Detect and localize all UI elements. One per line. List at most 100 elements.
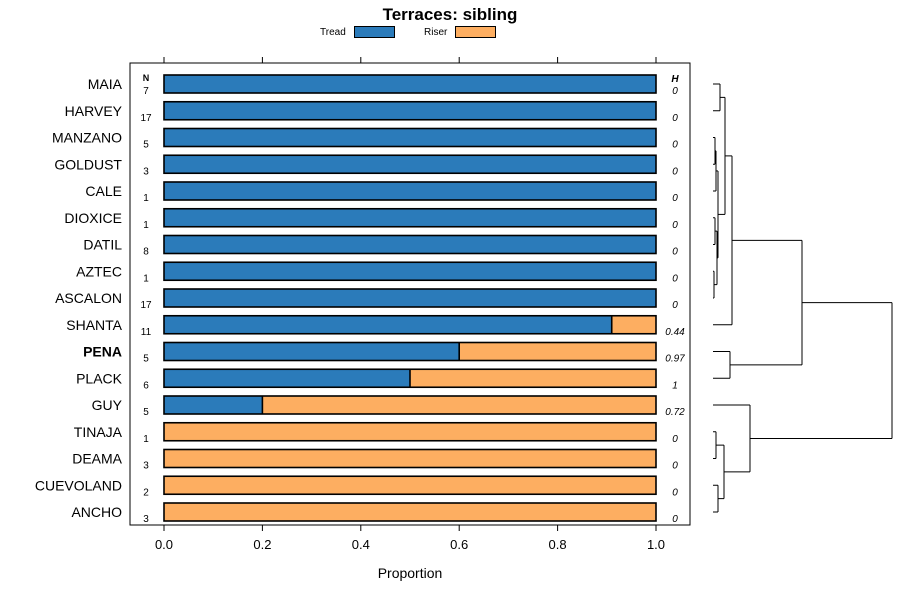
bar-outline: [163, 207, 657, 228]
category-label: SHANTA: [66, 317, 122, 333]
bar-segment-riser: [164, 422, 656, 441]
bar-outline: [163, 154, 657, 175]
n-value: 5: [143, 354, 149, 365]
category-label: MANZANO: [52, 130, 122, 146]
bar-segment-riser: [164, 476, 656, 495]
bar-segment-riser: [164, 503, 656, 521]
category-label: ASCALON: [55, 290, 122, 306]
category-label: HARVEY: [65, 103, 123, 119]
category-label: CALE: [85, 183, 122, 199]
bar-segment-riser: [459, 342, 656, 361]
n-value: 5: [143, 407, 149, 418]
bar-segment-tread: [164, 128, 656, 147]
bar-segment-tread: [164, 289, 656, 307]
x-tick-label: 0.6: [450, 537, 468, 552]
x-tick-label: 0.0: [155, 537, 173, 552]
legend-tread: Tread: [320, 26, 395, 38]
bar-segment-tread: [164, 396, 263, 414]
h-value: 0: [672, 461, 678, 472]
category-label: PENA: [83, 344, 122, 360]
h-value: 0: [672, 140, 678, 151]
bar-outline: [163, 288, 657, 308]
bar-outline: [163, 502, 657, 522]
bar-outline: [163, 234, 657, 255]
category-label: CUEVOLAND: [35, 477, 122, 493]
h-value: 0.72: [665, 407, 685, 418]
legend-label-riser: Riser: [424, 26, 448, 38]
bar-segment-tread: [164, 235, 656, 254]
bar-segment-tread: [164, 155, 656, 174]
h-value: 0: [672, 487, 678, 498]
category-label: ANCHO: [71, 504, 122, 520]
h-value: 0: [672, 247, 678, 258]
h-value: 0: [672, 220, 678, 231]
h-value: 0.97: [665, 354, 685, 365]
n-value: 17: [140, 113, 152, 124]
n-value: 5: [143, 140, 149, 151]
n-value: 2: [143, 487, 149, 498]
h-value: 0: [672, 434, 678, 445]
n-value: 11: [141, 327, 152, 338]
category-label: GUY: [92, 397, 123, 413]
h-value: 0: [672, 113, 678, 124]
category-label: DATIL: [83, 237, 122, 253]
legend-riser: Riser: [424, 26, 497, 38]
x-tick-label: 1.0: [647, 537, 665, 552]
category-label: TINAJA: [74, 424, 123, 440]
bar-segment-riser: [262, 396, 656, 414]
n-value: 3: [143, 461, 149, 472]
legend-swatch-riser: [455, 26, 497, 38]
bar-segment-tread: [164, 369, 410, 388]
x-tick-label: 0.4: [352, 537, 370, 552]
n-value: 1: [143, 220, 149, 231]
h-value: 0: [672, 514, 678, 525]
category-label: PLACK: [76, 370, 123, 386]
n-header: N: [143, 73, 150, 83]
bar-outline: [163, 341, 657, 362]
bar-segment-tread: [164, 342, 460, 361]
n-value: 3: [143, 166, 149, 177]
h-value: 1: [672, 380, 678, 391]
x-axis-label: Proportion: [378, 565, 443, 581]
n-value: 1: [143, 193, 149, 204]
category-label: DEAMA: [72, 451, 122, 467]
h-header: H: [671, 74, 679, 85]
category-label: MAIA: [88, 76, 123, 92]
category-label: DIOXICE: [64, 210, 122, 226]
x-tick-label: 0.2: [253, 537, 271, 552]
bar-outline: [163, 127, 657, 148]
h-value: 0.44: [665, 327, 685, 338]
bar-segment-riser: [410, 369, 656, 388]
h-value: 0: [672, 193, 678, 204]
plot-panel: [129, 62, 691, 526]
bar-outline: [163, 395, 657, 415]
x-tick-label: 0.8: [549, 537, 567, 552]
bar-outline: [163, 475, 657, 496]
legend-swatch-tread: [353, 26, 395, 38]
bar-outline: [163, 74, 657, 94]
bar-segment-riser: [164, 449, 656, 468]
bar-outline: [163, 448, 657, 469]
n-value: 1: [143, 273, 149, 284]
h-value: 0: [672, 86, 678, 97]
bar-outline: [163, 181, 657, 201]
bar-segment-tread: [164, 315, 612, 334]
n-value: 1: [143, 434, 149, 445]
chart-title: Terraces: sibling: [382, 5, 518, 24]
n-value: 7: [143, 86, 149, 97]
h-value: 0: [672, 273, 678, 284]
n-value: 17: [140, 300, 152, 311]
bar-segment-tread: [164, 182, 656, 200]
n-value: 3: [143, 514, 149, 525]
n-value: 6: [143, 380, 149, 391]
bar-outline: [163, 421, 657, 442]
category-label: AZTEC: [76, 263, 122, 279]
category-label: GOLDUST: [54, 156, 122, 172]
bar-outline: [163, 314, 657, 335]
bar-segment-tread: [164, 208, 656, 227]
legend-label-tread: Tread: [320, 26, 346, 38]
h-value: 0: [672, 166, 678, 177]
bar-segment-tread: [164, 101, 656, 120]
bar-segment-riser: [611, 315, 656, 334]
